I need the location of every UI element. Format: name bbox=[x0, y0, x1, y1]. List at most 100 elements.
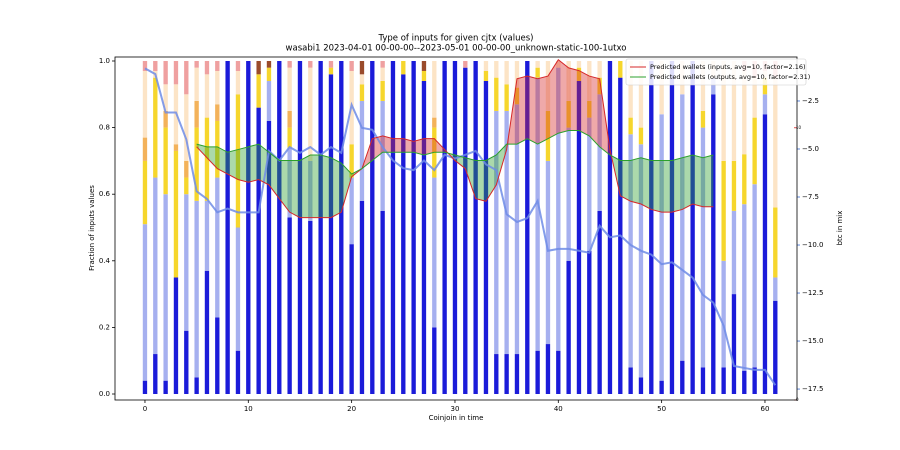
fill-between bbox=[413, 138, 424, 155]
bar-segment bbox=[194, 377, 199, 395]
bar-segment bbox=[721, 60, 726, 161]
bar-segment bbox=[359, 60, 365, 75]
bar-segment bbox=[483, 70, 489, 81]
bar-segment bbox=[514, 104, 520, 355]
bar-segment bbox=[349, 177, 354, 245]
bar-segment bbox=[638, 127, 644, 145]
fill-between bbox=[671, 157, 683, 213]
bar-segment bbox=[432, 117, 437, 128]
bar-segment bbox=[287, 217, 292, 395]
bar-segment bbox=[153, 177, 158, 355]
y2-tick-label: −12.5 bbox=[802, 289, 823, 297]
bar-segment bbox=[246, 60, 251, 395]
bar-segment bbox=[235, 94, 241, 228]
bar-segment bbox=[349, 144, 354, 178]
bar-segment bbox=[680, 360, 685, 395]
bar-segment bbox=[142, 137, 148, 161]
bar-segment bbox=[184, 94, 189, 161]
x-tick-label: 20 bbox=[347, 405, 356, 413]
fill-between bbox=[527, 76, 538, 145]
bar-segment bbox=[235, 227, 241, 351]
bar-segment bbox=[494, 60, 499, 78]
bar-segment bbox=[142, 380, 148, 395]
bar-segment bbox=[690, 60, 695, 395]
y-axis-label: Fraction of inputs values bbox=[88, 185, 96, 271]
bar-segment bbox=[442, 60, 447, 395]
bar-segment bbox=[773, 77, 778, 208]
bar-segment bbox=[153, 354, 158, 395]
bar-segment bbox=[556, 60, 561, 68]
x-tick-label: 60 bbox=[761, 405, 770, 413]
bar-segment bbox=[587, 117, 592, 251]
bar-segment bbox=[215, 104, 220, 121]
fill-between bbox=[227, 149, 238, 180]
bar-segment bbox=[359, 100, 365, 201]
bar-segment bbox=[742, 70, 747, 155]
bar-segment bbox=[535, 77, 540, 351]
bar-segment bbox=[215, 317, 220, 395]
bar-segment bbox=[328, 60, 334, 68]
bar-segment bbox=[204, 74, 210, 118]
bar-segment bbox=[700, 60, 706, 111]
bar-segment bbox=[401, 74, 406, 395]
bar-segment bbox=[535, 350, 540, 395]
bar-segment bbox=[773, 207, 778, 278]
bar-segment bbox=[504, 110, 509, 355]
bar-segment bbox=[649, 60, 654, 395]
fill-between bbox=[630, 157, 641, 204]
bar-segment bbox=[483, 60, 489, 71]
bar-segment bbox=[731, 60, 737, 161]
y-tick-label: 0.0 bbox=[99, 390, 110, 398]
bar-segment bbox=[514, 60, 520, 88]
x-tick-label: 30 bbox=[451, 405, 460, 413]
bar-segment bbox=[349, 244, 354, 395]
chart-title: Type of inputs for given cjtx (values) bbox=[378, 34, 534, 44]
bar-segment bbox=[297, 60, 303, 395]
bar-segment bbox=[215, 120, 220, 178]
y2-axis-label: btc in mix bbox=[836, 211, 844, 246]
x-tick-label: 50 bbox=[657, 405, 666, 413]
bar-segment bbox=[432, 60, 437, 118]
bar-segment bbox=[742, 204, 747, 371]
fill-between bbox=[289, 160, 300, 218]
bar-segment bbox=[566, 60, 571, 101]
fill-between bbox=[299, 155, 311, 218]
y3-tick-label: 0 bbox=[796, 397, 799, 402]
bar-segment bbox=[773, 277, 778, 301]
bar-segment bbox=[494, 354, 499, 395]
x-tick-label: 10 bbox=[244, 405, 253, 413]
bar-segment bbox=[235, 70, 241, 95]
bar-segment bbox=[142, 160, 148, 225]
bar-segment bbox=[566, 260, 571, 395]
bar-segment bbox=[556, 67, 561, 351]
bar-segment bbox=[318, 60, 323, 395]
bar-segment bbox=[731, 294, 737, 395]
y-tick-label: 1.0 bbox=[99, 57, 110, 65]
bar-segment bbox=[587, 100, 592, 118]
y2-tick-label: −7.5 bbox=[802, 193, 819, 201]
bar-segment bbox=[163, 110, 168, 128]
bar-segment bbox=[762, 94, 768, 115]
bar-segment bbox=[328, 67, 334, 75]
bar-segment bbox=[752, 184, 757, 368]
bar-segment bbox=[514, 354, 520, 395]
bar-segment bbox=[184, 330, 189, 395]
bar-segment bbox=[680, 94, 685, 361]
fill-between bbox=[547, 59, 559, 139]
bar-segment bbox=[432, 177, 437, 328]
fill-between bbox=[330, 157, 342, 218]
bar-segment bbox=[215, 60, 220, 71]
bar-segment bbox=[742, 154, 747, 205]
bar-segment bbox=[194, 67, 199, 101]
bar-segment bbox=[287, 60, 292, 68]
bar-segment bbox=[773, 300, 778, 395]
bar-segment bbox=[721, 260, 726, 368]
bar-segment bbox=[535, 67, 540, 78]
bar-segment bbox=[700, 367, 706, 395]
bar-segment bbox=[545, 160, 551, 345]
bar-segment bbox=[173, 144, 179, 151]
bar-segment bbox=[184, 194, 189, 331]
bar-segment bbox=[494, 110, 499, 355]
bar-segment bbox=[380, 80, 385, 101]
